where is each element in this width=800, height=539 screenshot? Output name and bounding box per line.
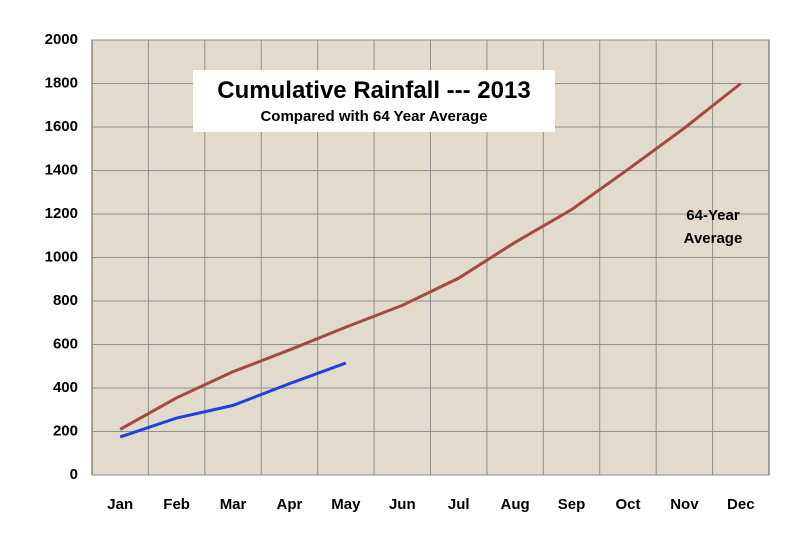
y-tick-label: 2000	[45, 31, 78, 48]
x-tick-label: May	[331, 496, 361, 513]
chart-subtitle: Compared with 64 Year Average	[260, 108, 488, 125]
x-tick-label: Jul	[448, 496, 470, 513]
series-line	[119, 82, 742, 431]
x-tick-label: Sep	[558, 496, 586, 513]
x-tick-label: Oct	[615, 496, 640, 513]
y-tick-label: 1400	[45, 161, 78, 178]
chart-title: Cumulative Rainfall --- 2013	[217, 77, 531, 104]
x-tick-label: Jan	[107, 496, 133, 513]
y-tick-label: 600	[53, 335, 78, 352]
y-tick-label: 1600	[45, 118, 78, 135]
x-tick-label: Nov	[670, 496, 699, 513]
x-tick-label: Aug	[501, 496, 530, 513]
x-tick-label: Jun	[389, 496, 416, 513]
x-tick-label: Dec	[727, 496, 755, 513]
x-tick-label: Mar	[220, 496, 247, 513]
series-line	[119, 361, 347, 439]
y-tick-label: 400	[53, 379, 78, 396]
y-tick-label: 1000	[45, 248, 78, 265]
title-box: Cumulative Rainfall --- 2013 Compared wi…	[193, 70, 555, 132]
x-tick-label: Apr	[277, 496, 303, 513]
y-tick-label: 1800	[45, 74, 78, 91]
y-tick-label: 0	[70, 466, 78, 483]
x-tick-label: Feb	[163, 496, 190, 513]
y-tick-label: 800	[53, 292, 78, 309]
y-tick-label: 200	[53, 422, 78, 439]
y-tick-label: 1200	[45, 205, 78, 222]
series-annotation: 64-Year Average	[683, 207, 743, 247]
